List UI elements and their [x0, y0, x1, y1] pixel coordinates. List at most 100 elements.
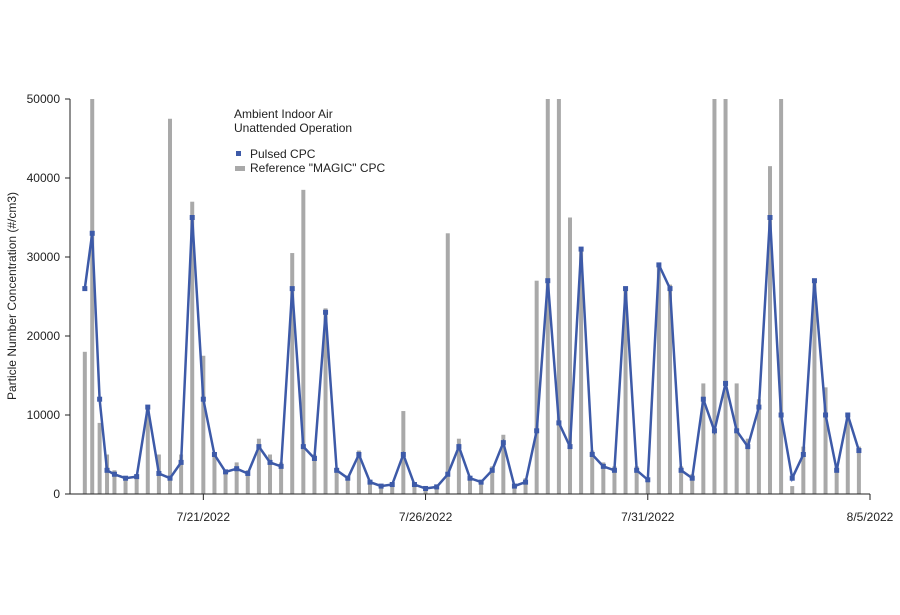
- pulsed-cpc-point: [800, 452, 806, 457]
- magic-cpc-bar: [290, 253, 295, 494]
- pulsed-cpc-point: [634, 467, 640, 473]
- magic-cpc-bar: [268, 454, 272, 494]
- magic-cpc-bar: [145, 407, 150, 494]
- magic-cpc-bar: [745, 438, 750, 494]
- pulsed-cpc-point: [300, 444, 306, 450]
- x-tick-label: 8/5/2022: [847, 510, 894, 524]
- magic-cpc-bar: [801, 446, 806, 494]
- magic-cpc-bar: [756, 399, 761, 494]
- magic-cpc-bar: [712, 99, 717, 494]
- pulsed-cpc-point: [511, 483, 517, 489]
- magic-cpc-bar: [468, 478, 472, 494]
- magic-cpc-bar: [190, 201, 195, 494]
- pulsed-cpc-trace: [83, 217, 861, 490]
- magic-cpc-bar: [645, 478, 650, 494]
- pulsed-cpc-point: [856, 448, 862, 454]
- magic-cpc-bar: [423, 488, 428, 494]
- x-tick-label: 7/26/2022: [399, 510, 453, 524]
- magic-cpc-bar: [523, 478, 528, 494]
- magic-cpc-bar: [434, 486, 439, 494]
- pulsed-cpc-point: [778, 412, 784, 418]
- pulsed-cpc-point: [97, 396, 103, 402]
- magic-cpc-bar: [690, 474, 695, 494]
- pulsed-cpc-point: [489, 467, 495, 473]
- pulsed-cpc-point: [689, 475, 695, 481]
- pulsed-cpc-point: [656, 262, 662, 268]
- pulsed-cpc-point: [789, 475, 795, 481]
- magic-cpc-bar: [201, 355, 206, 494]
- magic-cpc-bar: [723, 99, 728, 494]
- magic-cpc-bar: [790, 486, 795, 494]
- pulsed-cpc-point: [211, 452, 217, 457]
- magic-cpc-bar: [701, 383, 706, 494]
- magic-cpc-bar: [112, 470, 117, 494]
- magic-cpc-bar: [456, 438, 461, 494]
- magic-cpc-bar: [390, 482, 395, 494]
- annotation-line-1: Ambient Indoor Air: [234, 107, 333, 121]
- magic-cpc-bar: [812, 280, 817, 494]
- magic-cpc-bar: [234, 462, 239, 494]
- pulsed-cpc-point: [367, 479, 373, 485]
- pulsed-cpc-point: [578, 246, 584, 252]
- magic-cpc-bar: [479, 482, 484, 494]
- pulsed-cpc-point: [756, 404, 762, 410]
- magic-cpc-bar: [105, 454, 110, 494]
- magic-cpc-bar: [134, 474, 139, 494]
- magic-cpc-bar: [356, 450, 361, 494]
- pulsed-cpc-point: [467, 475, 473, 481]
- pulsed-cpc-point: [411, 482, 417, 488]
- pulsed-cpc-point: [89, 230, 95, 236]
- pulsed-cpc-point: [623, 286, 629, 292]
- magic-cpc-bar: [601, 462, 606, 494]
- pulsed-cpc-point: [678, 467, 684, 473]
- magic-cpc-bar: [368, 482, 372, 494]
- pulsed-cpc-point: [278, 463, 284, 469]
- pulsed-cpc-point: [767, 215, 773, 220]
- pulsed-cpc-point: [523, 479, 529, 485]
- pulsed-cpc-point: [345, 475, 351, 481]
- pulsed-cpc-point: [145, 404, 151, 410]
- magic-cpc-bar: [668, 284, 672, 494]
- magic-cpc-bar: [223, 470, 228, 494]
- pulsed-cpc-point: [267, 459, 273, 465]
- pulsed-cpc-point: [456, 444, 462, 450]
- magic-cpc-bar: [97, 422, 102, 494]
- pulsed-cpc-point: [178, 459, 184, 465]
- magic-cpc-bar: [179, 454, 184, 494]
- magic-cpc-bar: [568, 217, 572, 494]
- y-tick-label: 40000: [27, 171, 61, 185]
- pulsed-cpc-point: [500, 440, 506, 446]
- pulsed-cpc-point: [811, 278, 817, 284]
- x-ticks: 7/21/2022 7/26/2022 7/31/2022 8/5/2022: [177, 494, 894, 524]
- pulsed-cpc-point: [400, 452, 406, 457]
- x-tick-label: 7/21/2022: [177, 510, 231, 524]
- magic-cpc-bar: [556, 99, 561, 494]
- magic-cpc-bar: [834, 466, 839, 494]
- y-tick-label: 10000: [27, 408, 61, 422]
- magic-cpc-bar: [256, 438, 261, 494]
- pulsed-cpc-point: [245, 470, 251, 476]
- pulsed-cpc-point: [823, 412, 829, 418]
- pulsed-cpc-point: [723, 380, 729, 386]
- magic-cpc-bar: [679, 466, 684, 494]
- pulsed-cpc-point: [423, 485, 429, 491]
- magic-cpc-bar: [534, 280, 539, 494]
- legend-label-pulsed-cpc: Pulsed CPC: [250, 147, 316, 161]
- pulsed-cpc-point: [445, 471, 451, 477]
- series-magic-cpc: [82, 99, 861, 495]
- pulsed-cpc-point: [389, 482, 395, 488]
- pulsed-cpc-point: [667, 286, 673, 292]
- pulsed-cpc-point: [711, 428, 717, 434]
- x-tick-label: 7/31/2022: [621, 510, 675, 524]
- pulsed-cpc-point: [378, 483, 384, 489]
- magic-cpc-bar: [334, 470, 339, 494]
- pulsed-cpc-point: [645, 477, 651, 483]
- legend-marker-pulsed-cpc: [236, 151, 241, 156]
- magic-cpc-bar: [656, 264, 661, 494]
- annotation-line-2: Unattended Operation: [234, 121, 352, 135]
- pulsed-cpc-point: [223, 469, 229, 475]
- pulsed-cpc-point: [434, 484, 440, 490]
- pulsed-cpc-point: [845, 412, 851, 418]
- legend-label-magic-cpc: Reference "MAGIC" CPC: [250, 161, 386, 175]
- pulsed-cpc-point: [611, 467, 617, 473]
